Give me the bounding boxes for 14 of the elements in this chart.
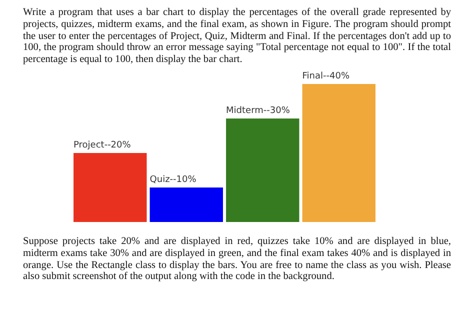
x-tick-label: Midterm-- <box>226 106 270 116</box>
x-tick-label: Quiz-- <box>150 175 176 185</box>
data-label: 30% <box>270 106 290 116</box>
bar <box>74 153 147 222</box>
data-label: 40% <box>330 72 350 82</box>
bar <box>302 84 376 222</box>
x-tick-label: Project-- <box>74 140 111 150</box>
data-label: 20% <box>110 140 132 150</box>
x-tick-label: Final-- <box>302 72 330 82</box>
text: Suppose projects take 20% and are displayed in red, quizzes take 10% and are displayed in blue, midterm exams take 30% and are displayed in green, and the final exam takes 40% and is displayed in orange. Use the Rectangle class to display the bars. You are free to name the class as you wish. Please also submit screenshot of the output along with the code in the background. <box>23 236 451 284</box>
bar <box>150 188 223 222</box>
data-label: 10% <box>176 175 197 185</box>
chart-title: Write a program that uses a bar chart to display the percentages of the overall grade represented by projects, quizzes, midterm exams, and the final exam, as shown in Figure. The program should prompt the user to enter the percentages of Project, Quiz, Midterm and Final. If the percentages don't add up to 100, the program should throw an error message saying "Total percentage not equal to 100". If the total percentage is equal to 100, then display the bar chart. <box>23 7 451 66</box>
bar <box>226 118 300 222</box>
